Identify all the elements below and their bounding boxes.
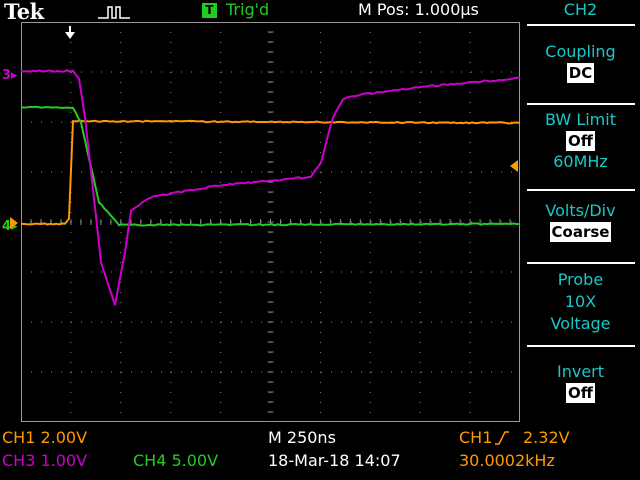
acquisition-mode-icon xyxy=(96,3,136,20)
trigger-source: CH1 xyxy=(459,428,492,447)
bw-limit-label: BW Limit xyxy=(521,109,640,131)
ch1-ground-marker-icon[interactable] xyxy=(2,215,20,231)
waveform-display xyxy=(21,22,520,422)
coupling-label: Coupling xyxy=(521,41,640,63)
invert-label: Invert xyxy=(521,361,640,383)
menu-divider xyxy=(527,24,635,26)
probe-value: 10X xyxy=(521,291,640,313)
tek-logo: Tek xyxy=(4,0,44,24)
trigger-level: 2.32V xyxy=(523,428,570,447)
trigger-frequency: 30.0002kHz xyxy=(459,451,555,470)
top-status-bar: Tek T Trig'd M Pos: 1.000µs xyxy=(0,0,520,22)
menu-divider xyxy=(527,103,635,105)
date-time: 18-Mar-18 14:07 xyxy=(268,451,401,470)
rising-edge-icon xyxy=(494,430,510,446)
invert-value: Off xyxy=(566,383,595,403)
invert-menu-button[interactable]: Invert Off xyxy=(521,361,640,403)
menu-title: CH2 xyxy=(521,0,640,19)
volts-div-value: Coarse xyxy=(550,222,612,242)
coupling-value: DC xyxy=(567,63,594,83)
volts-div-menu-button[interactable]: Volts/Div Coarse xyxy=(521,200,640,242)
menu-divider xyxy=(527,345,635,347)
trigger-status: Trig'd xyxy=(226,0,269,19)
trigger-level-marker-icon[interactable] xyxy=(508,158,520,174)
volts-div-label: Volts/Div xyxy=(521,200,640,222)
ch4-scale: CH4 5.00V xyxy=(133,451,218,470)
probe-extra: Voltage xyxy=(521,313,640,335)
trigger-position-marker-icon[interactable] xyxy=(62,25,78,41)
bw-limit-value: Off xyxy=(566,131,595,151)
bw-limit-menu-button[interactable]: BW Limit Off 60MHz xyxy=(521,109,640,173)
bw-limit-extra: 60MHz xyxy=(521,151,640,173)
right-arrow-icon: ▸ xyxy=(11,68,18,83)
menu-divider xyxy=(527,189,635,191)
ch3-scale: CH3 1.00V xyxy=(2,451,87,470)
trigger-status-icon: T xyxy=(202,3,217,18)
ch3-ground-marker[interactable]: 3▸ xyxy=(2,64,18,83)
coupling-menu-button[interactable]: Coupling DC xyxy=(521,41,640,83)
probe-label: Probe xyxy=(521,269,640,291)
horizontal-position: M Pos: 1.000µs xyxy=(358,0,479,19)
channel-menu: CH2 Coupling DC BW Limit Off 60MHz Volts… xyxy=(521,0,640,480)
timebase: M 250ns xyxy=(268,428,336,447)
menu-divider xyxy=(527,262,635,264)
ch1-scale: CH1 2.00V xyxy=(2,428,87,447)
probe-menu-button[interactable]: Probe 10X Voltage xyxy=(521,269,640,335)
ch3-marker-label: 3 xyxy=(2,68,11,83)
